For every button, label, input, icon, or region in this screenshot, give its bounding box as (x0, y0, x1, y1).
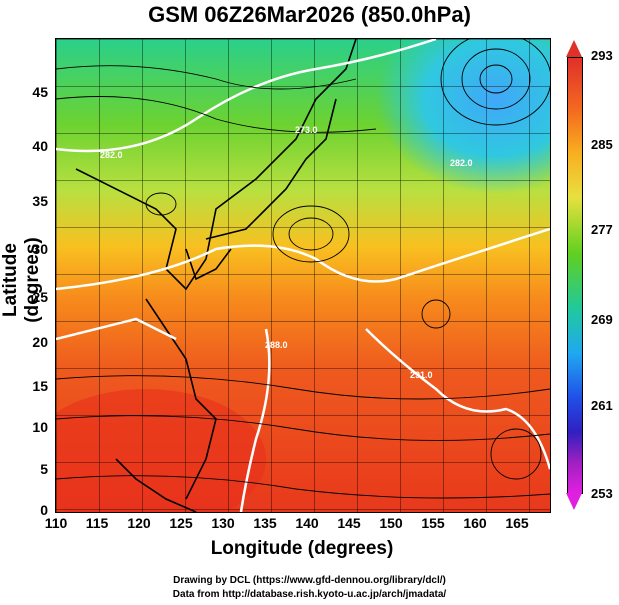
temperature-field (56, 39, 550, 512)
x-axis-title: Longitude (degrees) (210, 538, 394, 559)
y-tick-45: 45 (32, 84, 48, 100)
x-tick-120: 120 (127, 515, 151, 531)
coastlines (75, 39, 357, 512)
x-tick-145: 145 (337, 515, 361, 531)
x-tick-110: 110 (44, 515, 68, 531)
x-tick-160: 160 (463, 515, 487, 531)
y-tick-30: 30 (32, 241, 48, 257)
colorbar-label-261: 261 (591, 398, 613, 413)
colorbar-label-293: 293 (591, 48, 613, 63)
colorbar-min-arrow (566, 493, 582, 510)
x-tick-135: 135 (253, 515, 277, 531)
isotherms (56, 39, 550, 512)
colorbar-label-269: 269 (591, 312, 613, 327)
credit-drawing: Drawing by DCL (https://www.gfd-dennou.o… (173, 575, 446, 586)
credit-data: Data from http://database.rish.kyoto-u.a… (172, 589, 447, 600)
map-title: GSM 06Z26Mar2026 (850.0hPa) (148, 2, 471, 27)
y-tick-10: 10 (32, 419, 48, 435)
colorbar-label-285: 285 (591, 137, 613, 152)
x-tick-165: 165 (505, 515, 529, 531)
x-tick-130: 130 (211, 515, 235, 531)
x-tick-125: 125 (169, 515, 193, 531)
colorbar-label-277: 277 (591, 222, 613, 237)
lat-lon-grid (56, 39, 550, 512)
x-tick-150: 150 (379, 515, 403, 531)
colorbar-label-253: 253 (591, 486, 613, 501)
x-tick-140: 140 (295, 515, 319, 531)
map-plot-area (55, 38, 551, 513)
x-tick-115: 115 (85, 515, 109, 531)
colorbar (567, 57, 583, 494)
colorbar-max-arrow (566, 40, 582, 57)
y-tick-20: 20 (32, 334, 48, 350)
y-tick-40: 40 (32, 138, 48, 154)
y-tick-0: 0 (40, 502, 48, 518)
y-tick-35: 35 (32, 193, 48, 209)
y-tick-25: 25 (32, 289, 48, 305)
y-tick-15: 15 (32, 378, 48, 394)
wind-streamlines (56, 39, 550, 499)
x-tick-155: 155 (421, 515, 445, 531)
y-tick-5: 5 (40, 461, 48, 477)
